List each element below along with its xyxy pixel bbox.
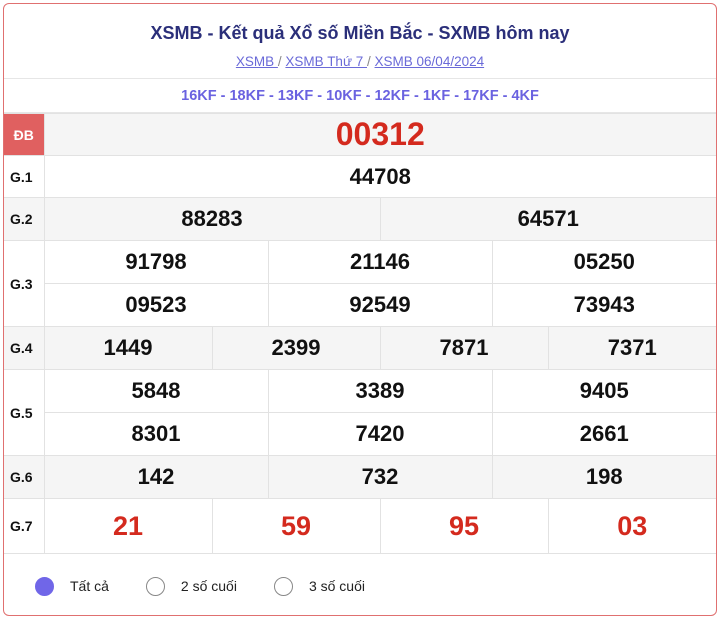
prize-number: 59: [211, 498, 381, 554]
row-g1: G.1 44708: [4, 155, 716, 198]
prize-number: 09523: [44, 283, 269, 327]
row-g7: G.7 21 59 95 03: [4, 498, 716, 554]
breadcrumb-date[interactable]: XSMB 06/04/2024: [374, 54, 485, 69]
prize-number: 21: [43, 498, 213, 554]
filter-last2-radio[interactable]: 2 số cuối: [145, 576, 237, 596]
prize-label: G.4: [4, 326, 45, 370]
row-db: ĐB 00312: [4, 113, 716, 156]
prize-label: ĐB: [4, 113, 45, 156]
breadcrumb: XSMB / XSMB Thứ 7 / XSMB 06/04/2024: [4, 54, 716, 69]
row-g5: G.5 5848 3389 9405: [4, 369, 716, 456]
filter-label: 3 số cuối: [308, 578, 365, 594]
results-card: XSMB - Kết quả Xổ số Miền Bắc - SXMB hôm…: [3, 3, 717, 616]
prize-number: 9405: [491, 369, 716, 413]
prize-number: 2661: [491, 412, 716, 456]
filter-last3-radio[interactable]: 3 số cuối: [273, 576, 365, 596]
row-g5: 8301 7420 2661: [4, 412, 716, 456]
prize-label: G.2: [4, 197, 45, 241]
prize-number: 198: [491, 455, 716, 499]
prize-number: 03: [547, 498, 716, 554]
prize-number: 1449: [43, 326, 213, 370]
breadcrumb-separator: /: [277, 54, 282, 69]
radio-icon[interactable]: [273, 576, 293, 596]
row-g3: 09523 92549 73943: [4, 283, 716, 327]
breadcrumb-xsmb-thu7[interactable]: XSMB Thứ 7: [285, 54, 367, 69]
prize-number: 73943: [491, 283, 716, 327]
prize-number: 05250: [491, 240, 716, 284]
row-g3: G.3 91798 21146 05250: [4, 240, 716, 327]
row-g2: G.2 88283 64571: [4, 197, 716, 241]
prize-label: G.5: [4, 369, 45, 456]
prize-label: G.3: [4, 240, 45, 327]
prize-label: G.6: [4, 455, 45, 499]
prize-label: G.1: [4, 155, 45, 198]
radio-icon[interactable]: [145, 576, 165, 596]
prize-number: 88283: [43, 197, 381, 241]
radio-selected-icon[interactable]: [35, 576, 54, 596]
prize-number: 44708: [43, 155, 716, 198]
prize-number: 3389: [267, 369, 493, 413]
prize-number: 7371: [547, 326, 716, 370]
header: XSMB - Kết quả Xổ số Miền Bắc - SXMB hôm…: [4, 4, 716, 79]
prize-number: 8301: [44, 412, 269, 456]
prize-number: 64571: [379, 197, 716, 241]
prize-number: 732: [267, 455, 493, 499]
prize-number: 5848: [43, 369, 269, 413]
breadcrumb-separator: /: [367, 54, 371, 69]
prize-number: 7871: [379, 326, 549, 370]
prize-number: 95: [379, 498, 549, 554]
prize-number: 92549: [267, 283, 493, 327]
filter-label: 2 số cuối: [180, 578, 237, 594]
page-title: XSMB - Kết quả Xổ số Miền Bắc - SXMB hôm…: [150, 23, 570, 43]
filter-label: Tất cả: [70, 578, 109, 594]
digit-filter: Tất cả 2 số cuối 3 số cuối: [4, 554, 716, 615]
draw-codes: 16KF - 18KF - 13KF - 10KF - 12KF - 1KF -…: [4, 79, 716, 113]
prize-number: 142: [43, 455, 269, 499]
breadcrumb-xsmb[interactable]: XSMB: [235, 54, 278, 69]
prize-number: 2399: [211, 326, 381, 370]
prize-label: G.7: [4, 498, 45, 554]
prize-number: 21146: [267, 240, 493, 284]
prize-number: 7420: [267, 412, 493, 456]
special-prize: 00312: [43, 113, 716, 156]
row-g4: G.4 1449 2399 7871 7371: [4, 326, 716, 370]
results-table: ĐB 00312 G.1 44708 G.2 88283 64571 G.3 9…: [4, 113, 716, 554]
filter-all-radio[interactable]: Tất cả: [35, 576, 109, 596]
prize-number: 91798: [43, 240, 269, 284]
row-g6: G.6 142 732 198: [4, 455, 716, 499]
